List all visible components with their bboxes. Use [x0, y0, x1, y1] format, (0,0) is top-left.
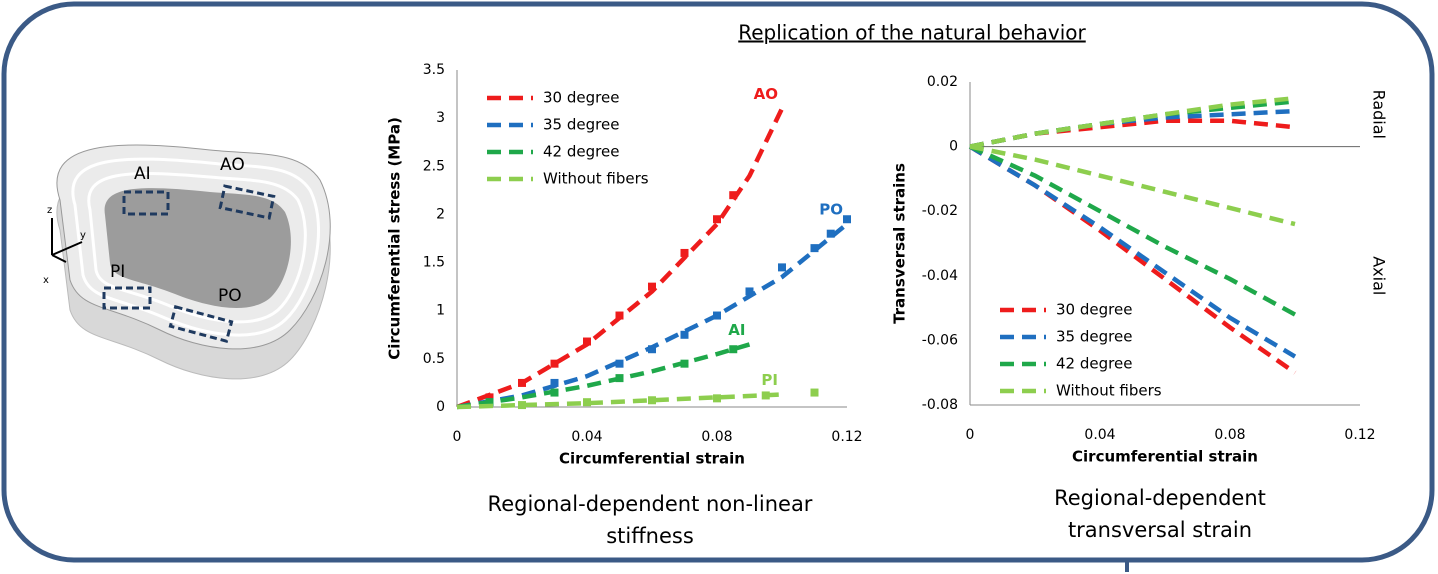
series-line — [969, 144, 1297, 317]
x-tick-label: 0.08 — [1214, 427, 1245, 443]
legend-label: 30 degree — [543, 89, 619, 107]
side-label: Axial — [1370, 256, 1389, 295]
axis-letter: z — [47, 205, 52, 216]
marker — [648, 282, 656, 291]
legend-label: 30 degree — [1056, 301, 1132, 319]
axis-letter: y — [80, 230, 86, 241]
x-tick-label: 0.04 — [571, 429, 602, 445]
marker — [583, 398, 591, 407]
x-tick-label: 0.12 — [831, 429, 862, 445]
y-tick-label: 1.5 — [423, 255, 445, 271]
y-tick-label: 0.5 — [423, 351, 445, 367]
x-tick-label: 0.08 — [701, 429, 732, 445]
x-tick-label: 0.04 — [1084, 427, 1115, 443]
marker — [810, 388, 819, 397]
axis-letter: x — [43, 275, 49, 286]
marker — [843, 215, 851, 224]
caption: Regional-dependent non-linear stiffness — [487, 492, 813, 548]
marker — [550, 359, 559, 368]
y-tick-label: 2.5 — [423, 158, 445, 174]
marker — [583, 337, 591, 346]
legend-label: 42 degree — [543, 143, 619, 161]
marker — [485, 398, 494, 407]
curve-label: AI — [728, 321, 745, 339]
marker — [550, 388, 559, 397]
region-box — [102, 286, 152, 310]
marker — [615, 311, 624, 320]
axis-arrow — [51, 254, 67, 263]
marker — [713, 311, 721, 320]
curve-label: AO — [754, 85, 778, 103]
marker — [485, 393, 494, 402]
region-box — [122, 190, 170, 216]
caption: Regional-dependent transversal strain — [1054, 486, 1266, 542]
disc-diagram: AI AO PI PO z y x — [43, 144, 331, 380]
marker — [680, 248, 689, 257]
region-label: PO — [218, 286, 242, 306]
marker — [518, 401, 526, 410]
legend-label: 35 degree — [543, 116, 619, 134]
y-tick-label: 3 — [436, 110, 445, 126]
region-box — [168, 304, 234, 344]
y-tick-label: -0.02 — [922, 203, 958, 219]
legend-label: Without fibers — [1056, 382, 1162, 400]
y-tick-label: -0.04 — [922, 268, 958, 284]
curve-label: PO — [819, 201, 843, 219]
series-line — [969, 95, 1296, 149]
x-tick-label: 0 — [453, 429, 462, 445]
legend-label: 42 degree — [1056, 355, 1132, 373]
marker — [648, 396, 656, 405]
y-axis-label: Transversal strains — [891, 163, 909, 324]
marker — [713, 394, 721, 403]
x-tick-label: 0 — [966, 427, 975, 443]
y-tick-label: -0.08 — [922, 397, 958, 413]
y-tick-label: 0 — [949, 139, 958, 155]
marker — [761, 391, 770, 400]
marker — [518, 378, 526, 387]
lamella — [87, 171, 307, 324]
side-label: Radial — [1370, 90, 1389, 139]
axis-arrow — [51, 241, 83, 256]
frame — [1, 1, 1435, 563]
marker — [729, 191, 738, 200]
header: Replication of the natural behavior — [738, 21, 1086, 45]
series-line — [456, 392, 783, 410]
legend-label: Without fibers — [543, 170, 649, 188]
marker — [648, 345, 656, 354]
marker — [680, 330, 689, 339]
y-axis-label: Circumferential stress (MPa) — [386, 117, 404, 360]
region-label: AI — [134, 164, 151, 184]
marker — [713, 215, 721, 224]
legend-label: 35 degree — [1056, 328, 1132, 346]
region-box — [218, 184, 276, 220]
marker — [615, 359, 624, 368]
marker — [826, 229, 835, 238]
x-axis-label: Circumferential strain — [1072, 448, 1258, 466]
nucleus — [104, 188, 291, 308]
region-label: PI — [110, 262, 125, 282]
x-axis-label: Circumferential strain — [559, 450, 745, 468]
series-line — [969, 144, 1296, 227]
y-tick-label: 3.5 — [423, 62, 445, 78]
y-tick-label: 0 — [436, 399, 445, 415]
marker — [810, 244, 819, 253]
y-tick-label: 0.02 — [927, 74, 958, 90]
marker — [745, 287, 754, 296]
marker — [550, 378, 559, 387]
y-tick-label: 1 — [436, 303, 445, 319]
marker — [615, 374, 624, 383]
marker — [778, 263, 786, 272]
y-tick-label: 2 — [436, 206, 445, 222]
lamella — [71, 157, 321, 337]
marker — [729, 345, 738, 354]
y-tick-label: -0.06 — [922, 332, 958, 348]
x-tick-label: 0.12 — [1344, 427, 1375, 443]
curve-label: PI — [761, 371, 778, 389]
series-line — [968, 144, 1297, 375]
marker — [680, 359, 689, 368]
region-label: AO — [220, 155, 245, 175]
